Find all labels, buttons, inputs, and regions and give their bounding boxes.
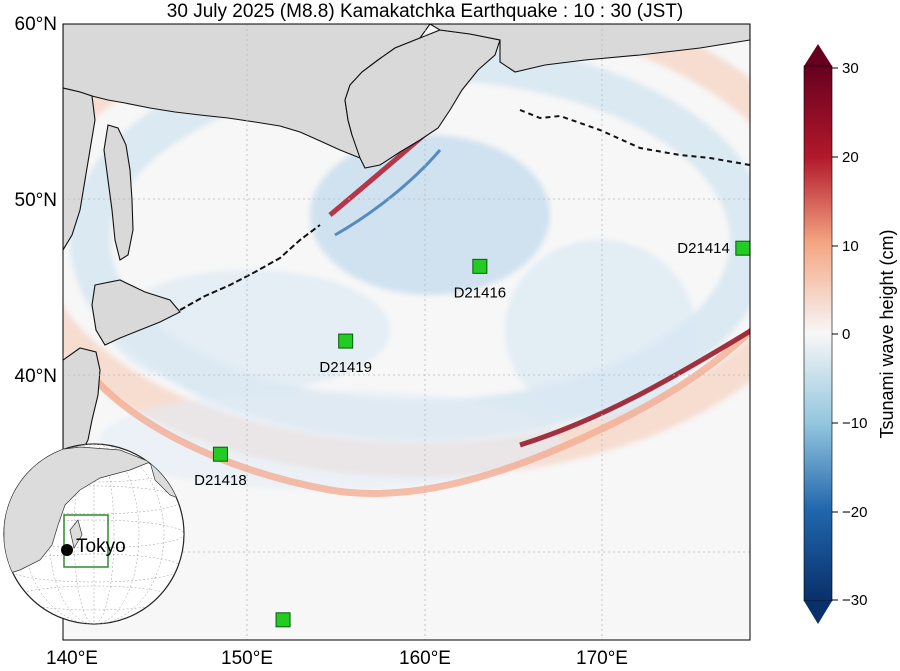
- sakhalin: [103, 124, 134, 261]
- buoy-label-d21419: D21419: [319, 359, 372, 376]
- cb-tick-30: 30: [842, 60, 859, 77]
- land: [63, 24, 750, 466]
- lat-label-50: 50°N: [15, 190, 57, 211]
- hokkaido: [91, 279, 181, 346]
- map-frame: [62, 23, 751, 641]
- buoy-marker-d21419: [338, 333, 354, 349]
- chukotka: [428, 24, 750, 73]
- figure-title: 30 July 2025 (M8.8) Kamakatchka Earthqua…: [167, 1, 683, 22]
- buoy-label-d21413: D21413: [257, 638, 310, 655]
- kamchatka: [344, 29, 501, 169]
- map-panel: D21414 D21416 D21419 D21418 D21413: [63, 24, 750, 655]
- colorbar: 30 20 10 0 −10 −20 −30 Tsunami wave heig…: [803, 44, 897, 624]
- colorbar-bottom-extend: [804, 601, 832, 624]
- cb-tick-20: 20: [842, 149, 859, 166]
- colorbar-label: Tsunami wave height (cm): [877, 229, 897, 438]
- cb-tick-neg20: −20: [842, 504, 867, 521]
- leading-wavefront-peak: [519, 328, 750, 448]
- lon-label-170: 170°E: [576, 648, 628, 669]
- colorbar-gradient: [803, 65, 833, 602]
- lon-label-150: 150°E: [221, 648, 273, 669]
- buoy-marker-d21416: [472, 258, 488, 274]
- leading-wavefront: [77, 327, 750, 497]
- tokyo-label: Tokyo: [76, 536, 126, 557]
- lon-axis: 140°E 150°E 160°E 170°E: [46, 648, 628, 669]
- inset-globe: Tokyo: [3, 443, 185, 625]
- lat-label-60: 60°N: [15, 14, 57, 35]
- aleutian-islands: [519, 109, 750, 166]
- wavefield: [63, 24, 750, 490]
- buoy-marker-d21413: [275, 612, 291, 628]
- cb-tick-0: 0: [842, 326, 850, 343]
- colorbar-top-extend: [804, 44, 832, 66]
- cb-tick-10: 10: [842, 238, 859, 255]
- buoy-layer: D21414 D21416 D21419 D21418 D21413: [194, 240, 750, 655]
- cb-tick-neg10: −10: [842, 415, 867, 432]
- west-coast: [63, 87, 96, 252]
- tokyo-marker: [61, 544, 73, 556]
- near-source-trough: [334, 149, 442, 237]
- lon-label-160: 160°E: [399, 648, 451, 669]
- kuril-islands: [179, 224, 321, 311]
- cb-tick-neg30: −30: [842, 592, 867, 609]
- colorbar-ticks: [832, 67, 838, 601]
- buoy-marker-d21414: [735, 240, 750, 256]
- buoy-label-d21416: D21416: [454, 284, 507, 301]
- buoy-label-d21414: D21414: [677, 240, 730, 257]
- buoy-marker-d21418: [212, 446, 228, 462]
- lat-axis: 60°N 50°N 40°N: [15, 14, 57, 387]
- lon-label-140: 140°E: [46, 648, 98, 669]
- inset-region-box: [63, 514, 109, 568]
- buoy-label-d21418: D21418: [194, 472, 247, 489]
- lat-label-40: 40°N: [15, 366, 57, 387]
